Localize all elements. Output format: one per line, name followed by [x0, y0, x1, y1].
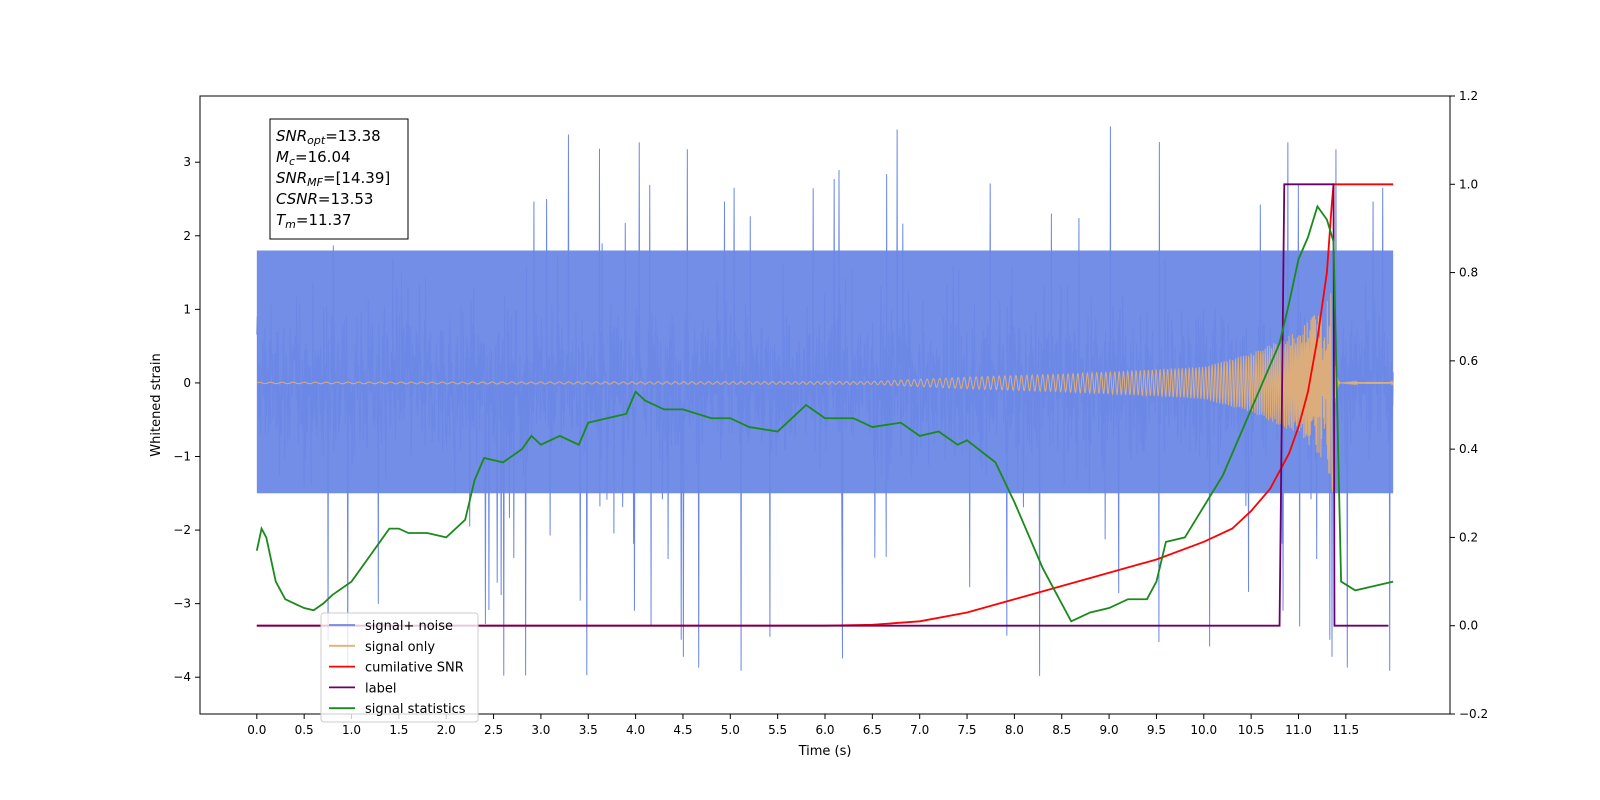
- annotation-line: Mc=16.04: [276, 148, 351, 168]
- annotation-line: Tm=11.37: [276, 211, 351, 231]
- x-tick-label: 2.5: [484, 723, 503, 737]
- y-tick-label: 3: [183, 155, 191, 169]
- y2-tick-label: 1.2: [1459, 89, 1478, 103]
- y-tick-label: −3: [173, 597, 191, 611]
- annotation-box: SNRopt=13.38Mc=16.04SNRMF=[14.39]CSNR=13…: [269, 118, 409, 240]
- x-tick-label: 10.0: [1190, 723, 1217, 737]
- x-tick-label: 4.5: [673, 723, 692, 737]
- y2-tick-label: 0.8: [1459, 266, 1478, 280]
- annotation-line: SNRMF=[14.39]: [276, 169, 390, 189]
- x-tick-label: 2.0: [437, 723, 456, 737]
- x-tick-label: 7.5: [957, 723, 976, 737]
- x-tick-label: 11.0: [1285, 723, 1312, 737]
- y2-tick-label: 0.4: [1459, 442, 1478, 456]
- x-tick-label: 5.5: [768, 723, 787, 737]
- x-tick-label: 3.0: [531, 723, 550, 737]
- legend-entry: label: [365, 681, 396, 696]
- series-signal-noise: [256, 126, 1394, 676]
- series-cumulative-snr: [256, 183, 1394, 627]
- series-label: [256, 183, 1389, 627]
- x-tick-label: 5.0: [721, 723, 740, 737]
- legend: signal+ noise signal only cumilative SNR la…: [320, 612, 479, 723]
- x-tick-label: 8.5: [1052, 723, 1071, 737]
- series-signal-only: [256, 275, 1394, 493]
- y-tick-label: 0: [183, 376, 191, 390]
- x-tick-label: 11.5: [1332, 723, 1359, 737]
- y-tick-label: −4: [173, 670, 191, 684]
- y-tick-label: 1: [183, 302, 191, 316]
- annotation-frame: [269, 118, 409, 240]
- y-tick-label: −1: [173, 450, 191, 464]
- x-tick-label: 9.5: [1147, 723, 1166, 737]
- legend-frame: [320, 612, 479, 723]
- y-tick-label: −2: [173, 523, 191, 537]
- series-signal-statistics: [255, 204, 1394, 623]
- y2-tick-label: 0.2: [1459, 530, 1478, 544]
- x-tick-label: 10.5: [1238, 723, 1265, 737]
- annotation-line: CSNR=13.53: [276, 190, 373, 208]
- y2-tick-label: −0.2: [1459, 707, 1488, 721]
- x-tick-label: 0.5: [295, 723, 314, 737]
- x-tick-label: 8.0: [1005, 723, 1024, 737]
- x-tick-label: 4.0: [626, 723, 645, 737]
- annotation-line: SNRopt=13.38: [276, 127, 381, 147]
- y2-tick-label: 1.0: [1459, 177, 1478, 191]
- x-tick-label: 6.5: [863, 723, 882, 737]
- x-tick-label: 7.0: [910, 723, 929, 737]
- y-tick-label: 2: [183, 229, 191, 243]
- y-axis-label: Whitened strain: [149, 353, 164, 456]
- y2-tick-label: 0.6: [1459, 354, 1478, 368]
- x-tick-label: 6.0: [815, 723, 834, 737]
- x-axis: 0.0 0.5 1.0 1.5 2.0 2.5 3.0 3.5 4.0 4.5 5.0 5.5 6.0 6…: [247, 714, 1359, 737]
- x-tick-label: 1.5: [389, 723, 408, 737]
- x-tick-label: 0.0: [247, 723, 266, 737]
- x-tick-label: 3.5: [579, 723, 598, 737]
- x-tick-label: 1.0: [342, 723, 361, 737]
- y2-tick-label: 0.0: [1459, 619, 1478, 633]
- y-axis-right: 1.2 1.0 0.8 0.6 0.4 0.2 0.0 −0.2: [1450, 89, 1488, 721]
- legend-entry: signal only: [365, 640, 435, 655]
- y-axis-left: 3 2 1 0 −1 −2 −3 −4: [173, 155, 200, 684]
- x-tick-label: 9.0: [1100, 723, 1119, 737]
- legend-entry: signal statistics: [365, 702, 466, 717]
- legend-entry: cumilative SNR: [365, 661, 464, 676]
- series-layer: [255, 126, 1394, 676]
- x-axis-label: Time (s): [798, 744, 852, 759]
- legend-entry: signal+ noise: [365, 619, 453, 634]
